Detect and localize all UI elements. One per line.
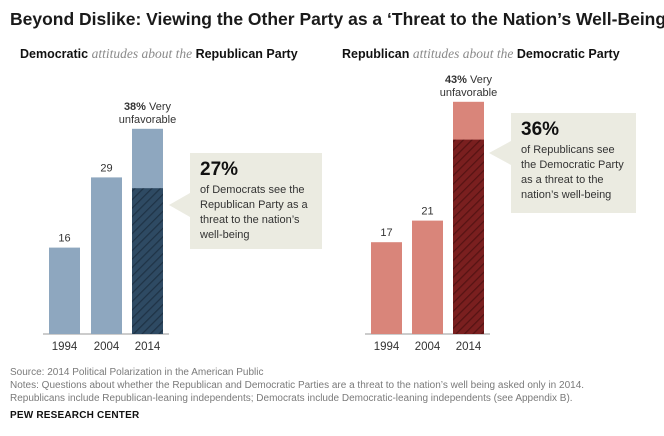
footer-notes-line1: Notes: Questions about whether the Repub… xyxy=(10,380,585,391)
callout-box xyxy=(190,153,322,249)
bar-2004 xyxy=(412,220,443,334)
bar-value-label-2004: 21 xyxy=(421,206,433,218)
threat-bar-2014 xyxy=(132,188,163,334)
callout-arrow xyxy=(489,141,511,165)
callout-text-line: of Democrats see the xyxy=(200,184,305,196)
right-subtitle-mid: attitudes about the xyxy=(412,46,514,61)
callout-percent: 36% xyxy=(521,119,559,140)
bar-1994 xyxy=(371,242,402,334)
bar-value-label-2004: 29 xyxy=(100,162,112,174)
callout-arrow xyxy=(169,193,190,217)
bar-value-label-1994: 16 xyxy=(58,233,70,245)
chart-title: Beyond Dislike: Viewing the Other Party … xyxy=(10,9,664,29)
footer-source: Source: 2014 Political Polarization in t… xyxy=(10,367,264,378)
bar-value-label-1994: 17 xyxy=(380,227,392,239)
top-label-line1: 38% Very xyxy=(124,101,172,113)
right-panel-subtitle: Republican attitudes about the Democrati… xyxy=(342,46,620,62)
callout-percent: 27% xyxy=(200,159,238,180)
brand-pew-research-center: PEW RESEARCH CENTER xyxy=(10,410,140,421)
left-subtitle-target: Republican Party xyxy=(195,47,298,61)
callout-text-line: well-being xyxy=(199,229,250,241)
callout-text-line: of Republicans see xyxy=(521,144,615,156)
top-label-line1: 43% Very xyxy=(445,74,493,86)
callout-text-line: nation’s well-being xyxy=(521,189,611,201)
top-label-line2: unfavorable xyxy=(440,87,498,99)
top-label-line2: unfavorable xyxy=(119,114,177,126)
x-tick-label-2004: 2004 xyxy=(94,341,120,353)
callout-text-line: as a threat to the xyxy=(521,174,604,186)
footer-notes-line2: Republicans include Republican-leaning i… xyxy=(10,393,573,404)
left-panel-subtitle: Democratic attitudes about the Republica… xyxy=(20,46,298,62)
right-subtitle-party: Republican xyxy=(342,47,410,61)
x-tick-label-2014: 2014 xyxy=(456,341,482,353)
callout-text-line: Republican Party as a xyxy=(200,199,308,211)
bar-2004 xyxy=(91,177,122,334)
callout-text-line: threat to the nation’s xyxy=(200,214,300,226)
left-subtitle-mid: attitudes about the xyxy=(91,46,193,61)
x-tick-label-1994: 1994 xyxy=(374,341,400,353)
x-tick-label-1994: 1994 xyxy=(52,341,78,353)
callout-box xyxy=(511,113,636,213)
bar-1994 xyxy=(49,247,80,334)
x-tick-label-2004: 2004 xyxy=(415,341,441,353)
threat-bar-2014 xyxy=(453,139,484,334)
left-subtitle-party: Democratic xyxy=(20,47,89,61)
callout-text-line: the Democratic Party xyxy=(521,159,624,171)
x-tick-label-2014: 2014 xyxy=(135,341,161,353)
right-subtitle-target: Democratic Party xyxy=(516,47,620,61)
